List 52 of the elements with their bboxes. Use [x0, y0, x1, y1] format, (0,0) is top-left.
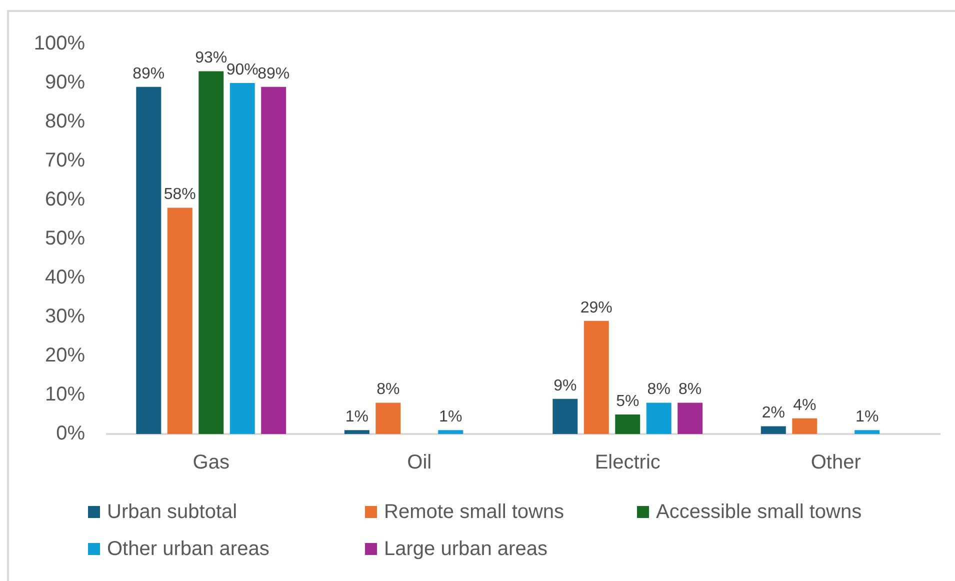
data-label: 2% — [762, 404, 785, 422]
y-tick-label: 30% — [44, 306, 86, 328]
y-tick-label: 0% — [56, 422, 86, 445]
bar — [136, 86, 162, 434]
data-label: 90% — [226, 61, 258, 78]
bar — [552, 398, 578, 434]
legend-label: Other urban areas — [107, 537, 270, 561]
data-label: 93% — [195, 50, 228, 67]
bar — [167, 208, 192, 434]
data-label: 4% — [793, 396, 816, 414]
y-tick-label: 50% — [44, 228, 86, 250]
data-label: 8% — [647, 381, 670, 398]
data-label: 1% — [345, 408, 368, 426]
data-label: 1% — [439, 408, 462, 426]
legend-label: Urban subtotal — [107, 500, 238, 524]
data-label: 8% — [678, 381, 702, 398]
bar — [198, 71, 224, 434]
bar — [678, 402, 703, 434]
bar — [230, 83, 255, 434]
bar — [760, 426, 786, 434]
legend-label: Large urban areas — [384, 537, 548, 561]
bar — [854, 430, 880, 434]
bar — [376, 402, 401, 434]
x-tick-label: Electric — [594, 452, 660, 474]
data-label: 9% — [554, 377, 577, 394]
y-tick-label: 20% — [44, 344, 86, 367]
data-label: 58% — [164, 186, 196, 204]
bar — [792, 418, 818, 434]
y-tick-label: 100% — [34, 32, 86, 55]
bar — [261, 86, 286, 434]
legend-label: Remote small towns — [384, 500, 564, 524]
legend-label: Accessible small towns — [656, 500, 862, 524]
bar — [438, 430, 464, 434]
bar — [344, 430, 370, 434]
data-label: 8% — [376, 381, 400, 398]
y-tick-label: 80% — [44, 110, 86, 133]
x-tick-label: Oil — [407, 452, 432, 474]
bar — [615, 414, 640, 434]
bar — [584, 320, 609, 434]
x-tick-label: Other — [810, 452, 862, 474]
data-label: 29% — [580, 299, 612, 316]
y-tick-label: 40% — [44, 266, 86, 289]
data-label: 89% — [258, 65, 290, 82]
data-label: 1% — [856, 408, 879, 426]
data-label: 89% — [132, 65, 165, 82]
y-tick-label: 60% — [44, 188, 86, 211]
y-tick-label: 90% — [44, 72, 86, 94]
y-tick-label: 10% — [44, 384, 86, 406]
data-label: 5% — [616, 392, 640, 410]
x-tick-label: Gas — [192, 452, 230, 474]
bar — [646, 402, 672, 434]
y-tick-label: 70% — [44, 150, 86, 172]
